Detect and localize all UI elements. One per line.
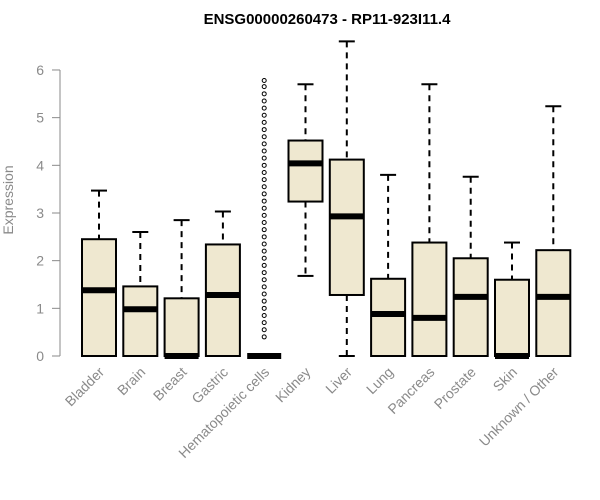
outlier-point bbox=[261, 155, 267, 161]
outlier-point bbox=[261, 262, 267, 268]
box bbox=[163, 297, 200, 358]
outlier-point bbox=[261, 227, 267, 233]
outlier-point bbox=[261, 284, 267, 290]
outlier-point bbox=[261, 198, 267, 204]
outlier-point bbox=[261, 162, 267, 168]
outlier-point bbox=[261, 134, 267, 140]
outlier-point bbox=[261, 112, 267, 118]
y-axis: 0 1 2 3 4 5 6 bbox=[36, 62, 61, 364]
outlier-point bbox=[261, 255, 267, 261]
y-tick-label: 5 bbox=[36, 110, 44, 126]
box-group bbox=[247, 77, 282, 359]
box-group bbox=[204, 210, 241, 357]
box bbox=[328, 158, 365, 296]
outlier-point bbox=[261, 327, 267, 333]
x-tick-label: Prostate bbox=[431, 364, 479, 412]
box bbox=[287, 139, 324, 203]
x-tick-label: Brain bbox=[114, 364, 148, 398]
outlier-point bbox=[261, 248, 267, 254]
y-tick-label: 1 bbox=[36, 300, 44, 316]
outlier-point bbox=[261, 127, 267, 133]
box-group bbox=[328, 40, 365, 357]
y-axis-label: Expression bbox=[0, 165, 16, 234]
box bbox=[494, 278, 530, 357]
y-tick-label: 2 bbox=[36, 253, 44, 269]
box-group bbox=[287, 83, 324, 277]
outlier-point bbox=[261, 305, 267, 311]
outlier-point bbox=[261, 212, 267, 218]
outlier-point bbox=[261, 148, 267, 154]
box-group bbox=[81, 189, 117, 357]
y-tick-label: 6 bbox=[36, 62, 44, 78]
outlier-point bbox=[261, 105, 267, 111]
box bbox=[370, 277, 407, 357]
outlier-point bbox=[261, 77, 267, 83]
box bbox=[122, 285, 159, 357]
outlier-point bbox=[261, 84, 267, 90]
outlier-point bbox=[261, 220, 267, 226]
box-group bbox=[122, 231, 159, 357]
outlier-point bbox=[261, 241, 267, 247]
box-group bbox=[370, 173, 407, 357]
box-group bbox=[535, 105, 572, 358]
outlier-point bbox=[261, 312, 267, 318]
outlier-point bbox=[261, 177, 267, 183]
outlier-point bbox=[261, 320, 267, 326]
outlier-point bbox=[261, 291, 267, 297]
box-group bbox=[163, 219, 200, 359]
outlier-point bbox=[261, 91, 267, 97]
outlier-point bbox=[261, 184, 267, 190]
box-group bbox=[452, 175, 489, 357]
y-tick-label: 0 bbox=[36, 348, 44, 364]
outlier-point bbox=[261, 205, 267, 211]
y-tick-label: 4 bbox=[36, 157, 44, 173]
chart-title: ENSG00000260473 - RP11-923I11.4 bbox=[204, 11, 452, 28]
box bbox=[81, 238, 117, 357]
outlier-point bbox=[261, 98, 267, 104]
x-tick-label: Lung bbox=[363, 364, 396, 397]
y-tick-label: 3 bbox=[36, 205, 44, 221]
box bbox=[535, 249, 572, 358]
x-tick-label: Bladder bbox=[62, 364, 108, 410]
x-tick-label: Liver bbox=[322, 364, 355, 397]
outlier-point bbox=[261, 270, 267, 276]
x-tick-label: Skin bbox=[490, 364, 521, 395]
plot-area bbox=[81, 40, 572, 359]
outlier-point bbox=[261, 119, 267, 125]
box bbox=[204, 243, 241, 357]
outlier-point bbox=[261, 277, 267, 283]
box bbox=[452, 257, 489, 357]
x-tick-label: Breast bbox=[150, 364, 190, 404]
outlier-point bbox=[261, 169, 267, 175]
outlier-point bbox=[261, 298, 267, 304]
box bbox=[411, 241, 448, 357]
box-group bbox=[494, 241, 530, 359]
outlier-point bbox=[261, 141, 267, 147]
outlier-point bbox=[261, 334, 267, 340]
x-tick-label: Kidney bbox=[272, 364, 314, 406]
box-group bbox=[411, 83, 448, 357]
outlier-point bbox=[261, 234, 267, 240]
outlier-point bbox=[261, 191, 267, 197]
